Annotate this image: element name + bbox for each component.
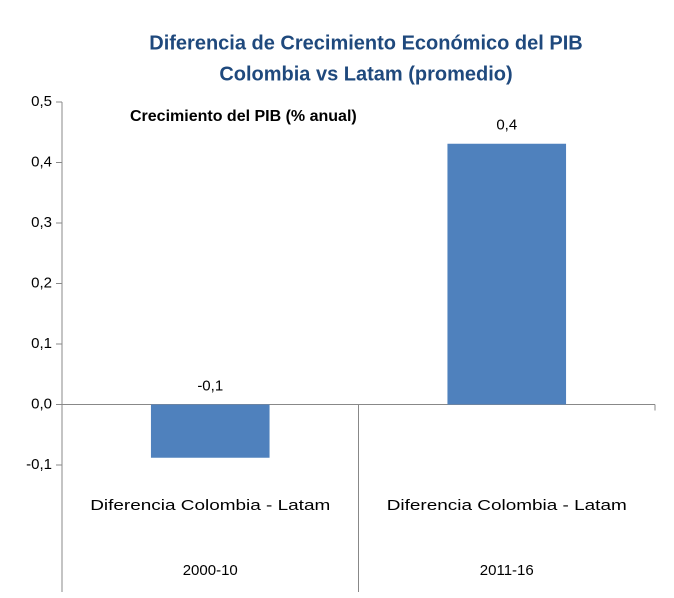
value-label: -0,1 [197,377,223,394]
bar [447,143,567,405]
y-tick-label: 0,4 [31,153,52,170]
chart-title-line2: Colombia vs Latam (promedio) [219,63,512,85]
chart-title: Diferencia de Crecimiento Económico del … [149,32,582,54]
x-tick-label: Diferencia Colombia - Latam [387,497,627,514]
x-tick-label: Diferencia Colombia - Latam [90,497,330,514]
y-tick-label: 0,0 [31,395,52,412]
y-tick-label: 0,3 [31,214,52,231]
y-tick-label: 0,2 [31,274,52,291]
bar [150,404,270,458]
value-label: 0,4 [496,117,517,134]
chart-subtitle: Crecimiento del PIB (% anual) [130,108,357,125]
y-tick-label: 0,5 [31,93,52,110]
y-tick-label: 0,1 [31,335,52,352]
x-category-label: 2011-16 [480,562,534,579]
y-tick-label: -0,1 [26,456,52,473]
x-category-label: 2000-10 [183,562,238,579]
